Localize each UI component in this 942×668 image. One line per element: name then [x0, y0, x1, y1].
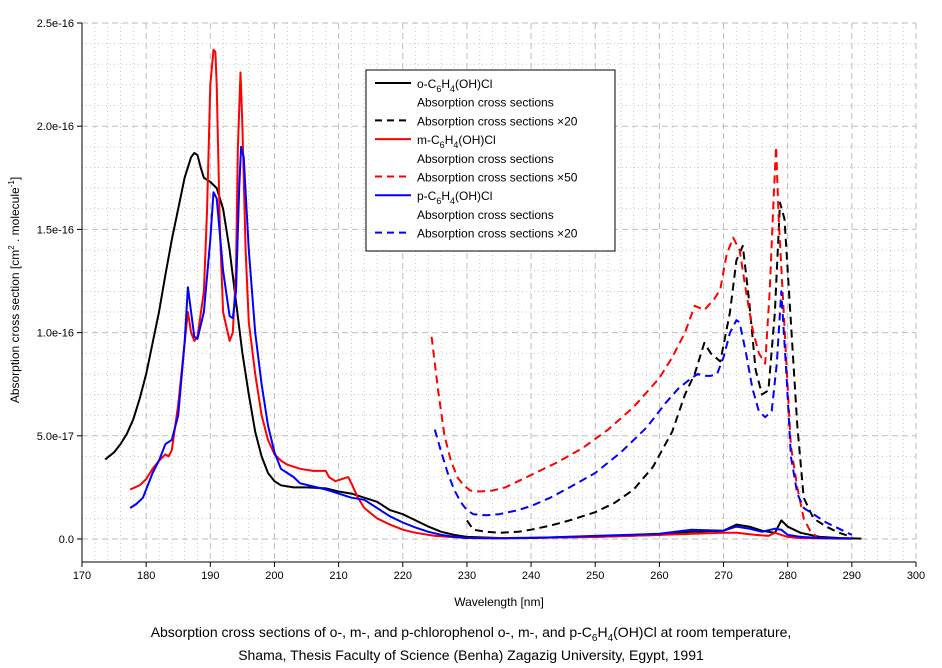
- x-tick-label: 270: [714, 570, 732, 582]
- y-tick-label: 1.0e-16: [37, 328, 74, 340]
- x-axis-title: Wavelength [nm]: [454, 595, 544, 609]
- y-axis-title: Absorption cross section [cm2 . molecule…: [7, 177, 22, 403]
- series-line-1: [466, 201, 853, 538]
- y-axis-title-suffix: ]: [8, 177, 22, 180]
- y-axis-ticks: 0.0 5.0e-17 1.0e-16 1.5e-16 2.0e-16 2.5e-16: [37, 18, 82, 546]
- legend-box: [365, 69, 616, 252]
- legend-text-part: H: [445, 133, 454, 147]
- y-tick-label: 2.5e-16: [37, 18, 74, 30]
- legend-subscript: 4: [453, 140, 458, 150]
- legend-subscript: 6: [436, 84, 441, 94]
- x-tick-label: 240: [522, 570, 540, 582]
- legend-entry: Absorption cross sections: [417, 208, 554, 222]
- x-tick-label: 300: [907, 570, 925, 582]
- y-axis-title-mid: . molecule: [8, 187, 22, 245]
- series-layer: [104, 48, 862, 540]
- caption-line1-suffix: (OH)Cl at room temperature,: [613, 624, 792, 640]
- legend-entry: o-C6H4(OH)Cl: [417, 77, 492, 94]
- legend-subscript: 6: [436, 196, 441, 206]
- x-tick-label: 250: [586, 570, 604, 582]
- legend-subscript: 4: [450, 84, 455, 94]
- legend-subscript: 6: [440, 140, 445, 150]
- y-axis-title-sup1: 2: [7, 245, 16, 250]
- absorption-chart: 170 180 190 200 210 220 230 240 250 260 270 280 290 3…: [7, 18, 925, 609]
- legend-text-part: H: [441, 77, 450, 91]
- x-tick-label: 290: [843, 570, 861, 582]
- legend-entry: Absorption cross sections ×20: [417, 227, 578, 241]
- x-tick-label: 210: [329, 570, 347, 582]
- legend-text-part: o-C: [417, 77, 437, 91]
- legend-text-part: (OH)Cl: [455, 77, 492, 91]
- x-tick-label: 200: [265, 570, 283, 582]
- y-tick-label: 0.0: [59, 534, 74, 546]
- y-axis-title-sup2: -1: [7, 180, 16, 188]
- y-axis-title-prefix: Absorption cross section [cm: [8, 250, 22, 403]
- legend-entry: Absorption cross sections: [417, 152, 554, 166]
- y-tick-label: 5.0e-17: [37, 431, 74, 443]
- x-tick-label: 170: [73, 570, 91, 582]
- major-grid: [82, 22, 917, 562]
- caption-line-1: Absorption cross sections of o-, m-, and…: [0, 624, 942, 644]
- x-tick-label: 280: [779, 570, 797, 582]
- x-tick-label: 230: [458, 570, 476, 582]
- series-line-4: [129, 145, 852, 540]
- caption-line1-mid: H: [597, 624, 608, 640]
- caption-sub2: 4: [607, 632, 614, 644]
- legend-entry: Absorption cross sections: [417, 96, 554, 110]
- series-line-0: [104, 152, 862, 540]
- legend-text-part: p-C: [417, 189, 437, 203]
- legend-subscript: 4: [450, 196, 455, 206]
- legend-entry: Absorption cross sections ×20: [417, 114, 578, 128]
- series-line-5: [433, 290, 853, 536]
- series-line-3: [430, 145, 818, 538]
- axes: [81, 23, 916, 563]
- caption-line1-prefix: Absorption cross sections of o-, m-, and…: [150, 624, 592, 640]
- legend-text-part: (OH)Cl: [458, 133, 495, 147]
- legend-entry: Absorption cross sections ×50: [417, 171, 578, 185]
- x-tick-label: 260: [650, 570, 668, 582]
- x-tick-label: 180: [137, 570, 155, 582]
- legend-text-part: (OH)Cl: [455, 189, 492, 203]
- caption-sub1: 6: [591, 632, 598, 644]
- x-axis-ticks: 170 180 190 200 210 220 230 240 250 260 270 280 290 3…: [73, 562, 925, 582]
- legend-entry: p-C6H4(OH)Cl: [417, 189, 492, 206]
- x-tick-label: 190: [201, 570, 219, 582]
- legend-text-part: m-C: [417, 133, 440, 147]
- legend-entry: m-C6H4(OH)Cl: [417, 133, 496, 150]
- x-tick-label: 220: [394, 570, 412, 582]
- y-tick-label: 2.0e-16: [37, 121, 74, 133]
- series-line-2: [129, 48, 852, 540]
- y-tick-label: 1.5e-16: [37, 224, 74, 236]
- legend-text-part: H: [441, 189, 450, 203]
- caption-line-2: Shama, Thesis Faculty of Science (Benha)…: [238, 647, 704, 663]
